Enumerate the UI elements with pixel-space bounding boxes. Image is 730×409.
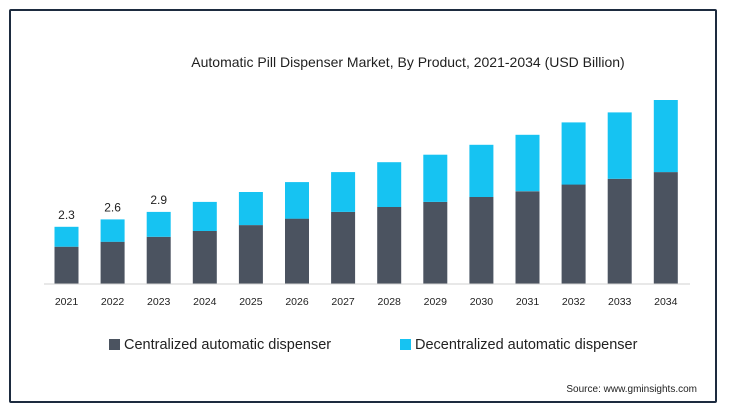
bar-centralized-2029 [423,201,448,284]
x-tick-label: 2021 [55,296,79,308]
bar-centralized-2021 [54,246,79,284]
x-tick-label: 2029 [424,296,448,308]
bar-decentralized-2023 [146,211,171,237]
bar-decentralized-2030 [469,144,494,197]
bar-decentralized-2027 [331,172,356,212]
x-tick-label: 2027 [331,296,355,308]
x-tick-label: 2033 [608,296,632,308]
bar-centralized-2034 [653,172,678,284]
bar-decentralized-2025 [238,192,263,226]
x-tick-label: 2025 [239,296,263,308]
legend-swatch-decentralized [400,339,411,350]
x-tick-label: 2028 [378,296,402,308]
bar-decentralized-2031 [515,134,540,192]
bar-decentralized-2028 [377,162,402,207]
x-tick-label: 2031 [516,296,540,308]
x-tick-label: 2022 [101,296,125,308]
bar-decentralized-2026 [285,182,309,219]
data-label-2022: 2.6 [104,200,121,214]
bar-decentralized-2024 [192,201,217,231]
legend-label-centralized: Centralized automatic dispenser [124,337,331,353]
bars [54,100,678,284]
x-tick-labels: 2021 2022 2023 2024 2025 2026 2027 2028 2029 2030… [55,296,678,308]
bar-decentralized-2021 [54,226,79,247]
bar-centralized-2027 [331,211,356,284]
x-tick-label: 2032 [562,296,586,308]
x-tick-label: 2024 [193,296,217,308]
data-label-2023: 2.9 [150,193,167,207]
bar-centralized-2024 [192,231,217,284]
bar-centralized-2031 [515,191,540,284]
bar-centralized-2022 [100,241,125,284]
bar-centralized-2028 [377,206,402,284]
x-tick-label: 2026 [285,296,309,308]
data-labels: 2.3 2.6 2.9 [58,193,167,222]
x-tick-label: 2023 [147,296,171,308]
bar-decentralized-2034 [653,100,678,173]
chart-frame [9,9,717,403]
bar-decentralized-2029 [423,154,448,202]
legend-swatch-centralized [109,339,120,350]
bar-decentralized-2033 [607,112,632,179]
bar-centralized-2030 [469,197,494,284]
data-label-2021: 2.3 [58,208,75,222]
x-tick-label: 2030 [470,296,494,308]
legend-label-decentralized: Decentralized automatic dispenser [415,337,638,353]
bar-centralized-2033 [607,178,632,284]
x-tick-label: 2034 [654,296,678,308]
bar-centralized-2032 [561,184,586,284]
bar-decentralized-2022 [100,219,125,242]
source-note: Source: www.gminsights.com [566,384,697,395]
bar-centralized-2025 [238,225,263,284]
bar-decentralized-2032 [561,122,586,185]
bar-centralized-2026 [285,218,309,284]
chart-title: Automatic Pill Dispenser Market, By Prod… [191,54,624,70]
bar-centralized-2023 [146,236,171,284]
